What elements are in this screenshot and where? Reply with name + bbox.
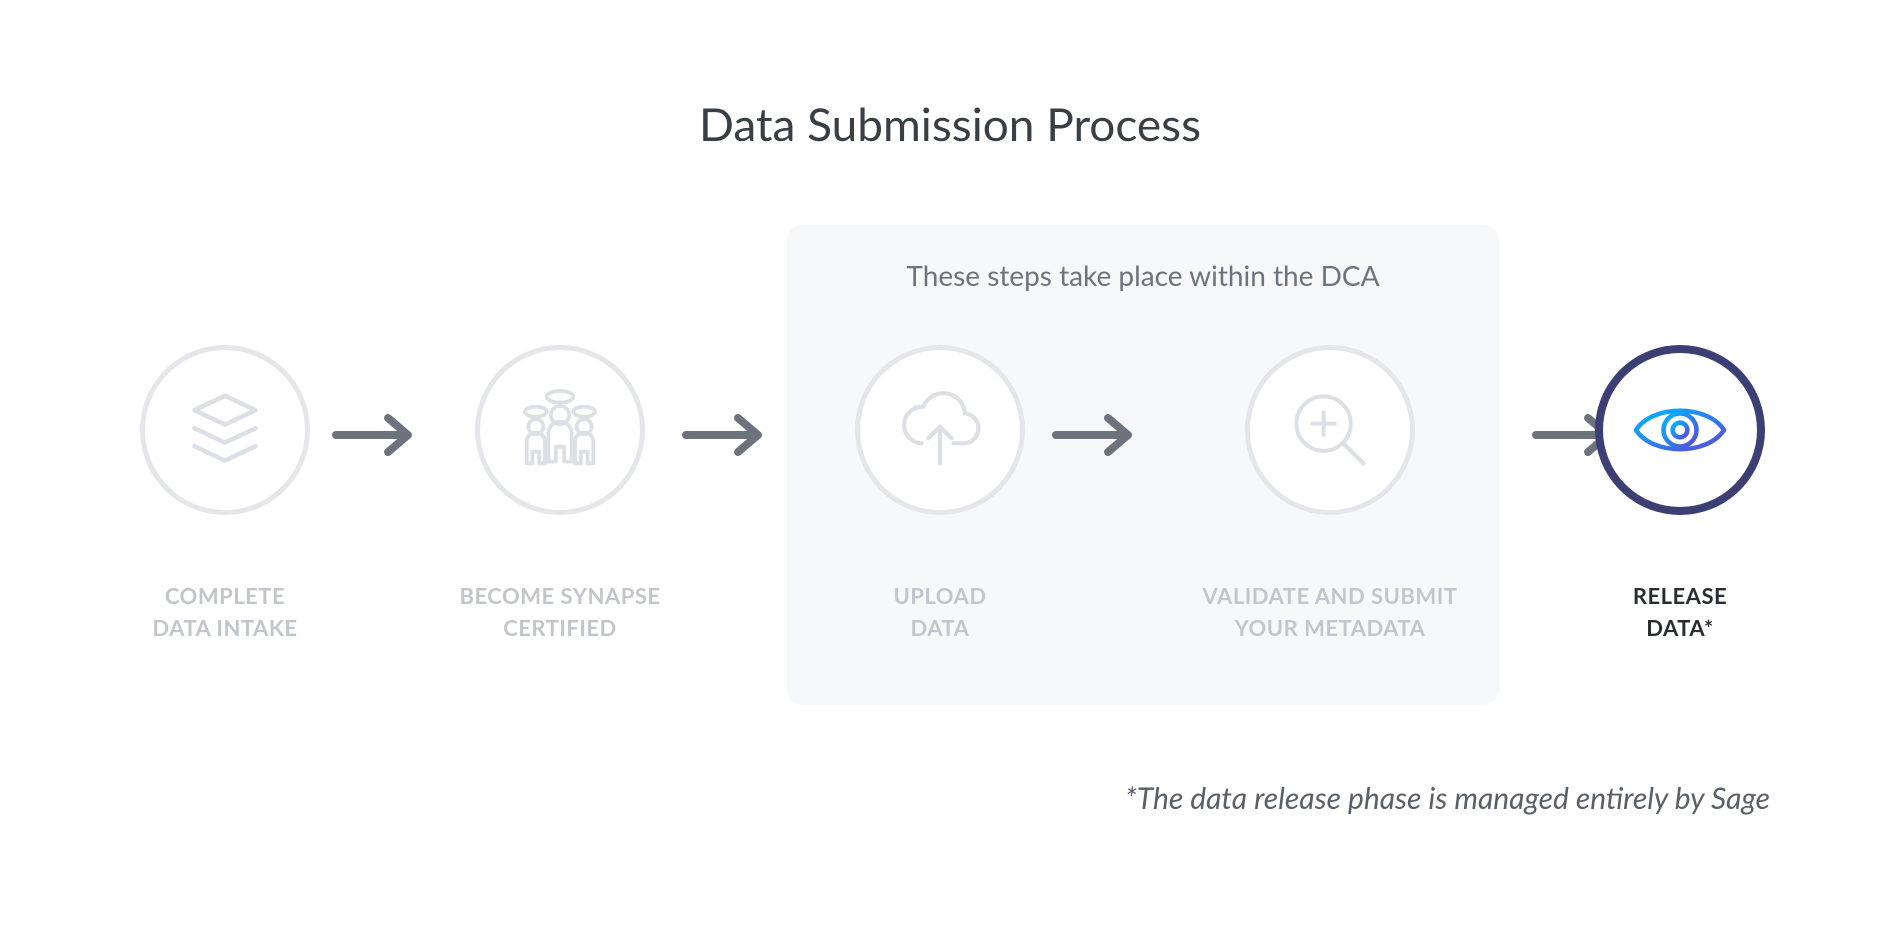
step-label-upload-data: UPLOAD DATA (830, 580, 1050, 644)
step-release-data (1595, 345, 1765, 515)
step-upload-data (855, 345, 1025, 515)
diagram-title: Data Submission Process (0, 96, 1900, 151)
eye-icon (1625, 375, 1735, 485)
layers-icon (180, 385, 270, 475)
flow-arrow (680, 410, 770, 460)
people-icon (510, 380, 610, 480)
footnote: *The data release phase is managed entir… (770, 780, 1770, 816)
step-validate-submit-metadata (1245, 345, 1415, 515)
flow-arrow (330, 410, 420, 460)
cloud-upload-icon (890, 380, 990, 480)
diagram-canvas: Data Submission Process These steps take… (0, 0, 1900, 936)
step-complete-data-intake (140, 345, 310, 515)
step-label-become-synapse-certified: BECOME SYNAPSE CERTIFIED (410, 580, 710, 644)
step-label-complete-data-intake: COMPLETE DATA INTAKE (105, 580, 345, 644)
zoom-plus-icon (1282, 382, 1378, 478)
step-label-validate-submit-metadata: VALIDATE AND SUBMIT YOUR METADATA (1160, 580, 1500, 644)
step-become-synapse-certified (475, 345, 645, 515)
dca-caption: These steps take place within the DCA (787, 258, 1499, 292)
step-label-release-data: RELEASE DATA* (1570, 580, 1790, 644)
flow-arrow (1050, 410, 1140, 460)
